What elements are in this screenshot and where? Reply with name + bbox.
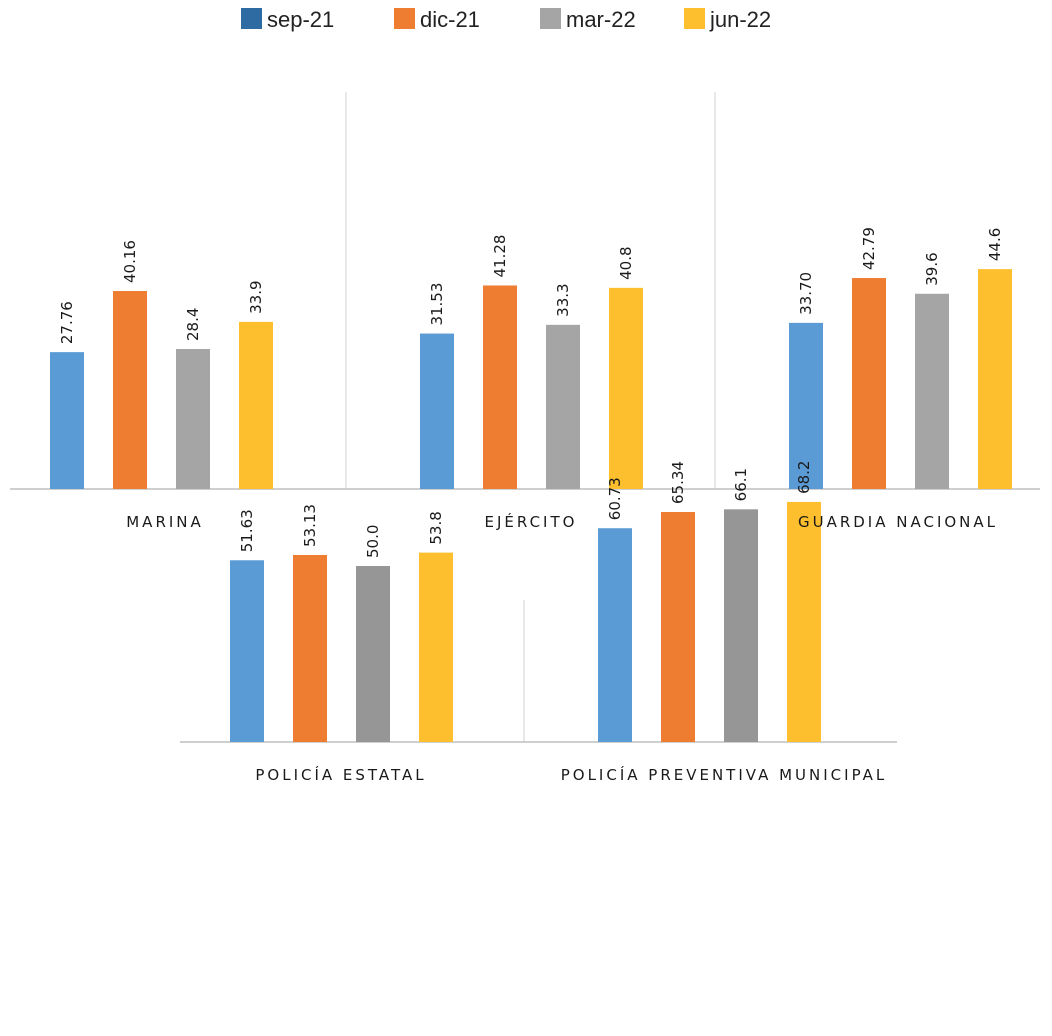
bar-ejercito-dic-21 xyxy=(483,285,517,489)
bar-guardia-nacional-dic-21 xyxy=(852,278,886,489)
category-labels: MARINA EJÉRCITO GUARDIA NACIONAL POLICÍA ES… xyxy=(126,512,998,784)
category-label-policia-estatal: POLICÍA ESTATAL xyxy=(255,765,426,784)
value-label-marina-jun-22: 33.9 xyxy=(247,280,265,313)
bar-marina-jun-22 xyxy=(239,321,273,489)
legend-label-mar-22: mar-22 xyxy=(566,7,636,32)
category-label-ejercito: EJÉRCITO xyxy=(485,512,578,531)
bar-ejercito-jun-22 xyxy=(609,287,643,489)
bar-marina-sep-21 xyxy=(50,352,84,489)
category-label-marina: MARINA xyxy=(126,513,204,531)
value-label-marina-mar-22: 28.4 xyxy=(184,308,202,341)
legend-swatch-dic-21 xyxy=(394,8,415,29)
value-label-policia-estatal-dic-21: 53.13 xyxy=(301,504,319,547)
bar-policia-estatal-mar-22 xyxy=(356,566,390,742)
category-label-guardia-nacional: GUARDIA NACIONAL xyxy=(798,513,998,531)
value-label-policia-preventiva-municipal-jun-22: 68.2 xyxy=(795,461,813,494)
legend-label-jun-22: jun-22 xyxy=(709,7,771,32)
value-label-policia-preventiva-municipal-sep-21: 60.73 xyxy=(606,477,624,520)
value-label-ejercito-mar-22: 33.3 xyxy=(554,283,572,316)
legend: sep-21 dic-21 mar-22 jun-22 xyxy=(241,7,771,32)
value-labels: 27.76 40.16 28.4 33.9 31.53 41.28 33.3 40.8 33.7… xyxy=(58,227,1004,558)
legend-swatch-jun-22 xyxy=(684,8,705,29)
value-label-policia-estatal-mar-22: 50.0 xyxy=(364,525,382,558)
bar-policia-preventiva-municipal-jun-22 xyxy=(787,501,821,742)
bar-policia-preventiva-municipal-sep-21 xyxy=(598,528,632,742)
bar-guardia-nacional-sep-21 xyxy=(789,322,823,489)
panel-dividers xyxy=(345,92,716,742)
value-label-marina-dic-21: 40.16 xyxy=(121,240,139,283)
bar-marina-dic-21 xyxy=(113,291,147,489)
bars xyxy=(50,269,1012,742)
legend-label-dic-21: dic-21 xyxy=(420,7,480,32)
bar-policia-preventiva-municipal-dic-21 xyxy=(661,512,695,742)
value-label-guardia-nacional-dic-21: 42.79 xyxy=(860,227,878,270)
bar-policia-estatal-dic-21 xyxy=(293,554,327,742)
bar-policia-estatal-jun-22 xyxy=(419,552,453,742)
value-label-policia-estatal-jun-22: 53.8 xyxy=(427,511,445,544)
legend-label-sep-21: sep-21 xyxy=(267,7,334,32)
bar-ejercito-mar-22 xyxy=(546,324,580,489)
category-label-policia-preventiva-municipal: POLICÍA PREVENTIVA MUNICIPAL xyxy=(561,765,888,784)
bar-policia-estatal-sep-21 xyxy=(230,560,264,742)
bar-ejercito-sep-21 xyxy=(420,333,454,489)
value-label-marina-sep-21: 27.76 xyxy=(58,301,76,344)
legend-swatch-sep-21 xyxy=(241,8,262,29)
value-label-guardia-nacional-jun-22: 44.6 xyxy=(986,228,1004,261)
bar-marina-mar-22 xyxy=(176,348,210,489)
value-label-guardia-nacional-mar-22: 39.6 xyxy=(923,252,941,285)
value-label-ejercito-dic-21: 41.28 xyxy=(491,235,509,278)
value-label-guardia-nacional-sep-21: 33.70 xyxy=(797,272,815,315)
value-label-policia-preventiva-municipal-mar-22: 66.1 xyxy=(732,468,750,501)
value-label-ejercito-jun-22: 40.8 xyxy=(617,246,635,279)
bar-guardia-nacional-mar-22 xyxy=(915,293,949,489)
value-label-policia-estatal-sep-21: 51.63 xyxy=(238,509,256,552)
bar-guardia-nacional-jun-22 xyxy=(978,269,1012,489)
value-label-policia-preventiva-municipal-dic-21: 65.34 xyxy=(669,461,687,504)
bar-policia-preventiva-municipal-mar-22 xyxy=(724,509,758,742)
legend-swatch-mar-22 xyxy=(540,8,561,29)
value-label-ejercito-sep-21: 31.53 xyxy=(428,283,446,326)
